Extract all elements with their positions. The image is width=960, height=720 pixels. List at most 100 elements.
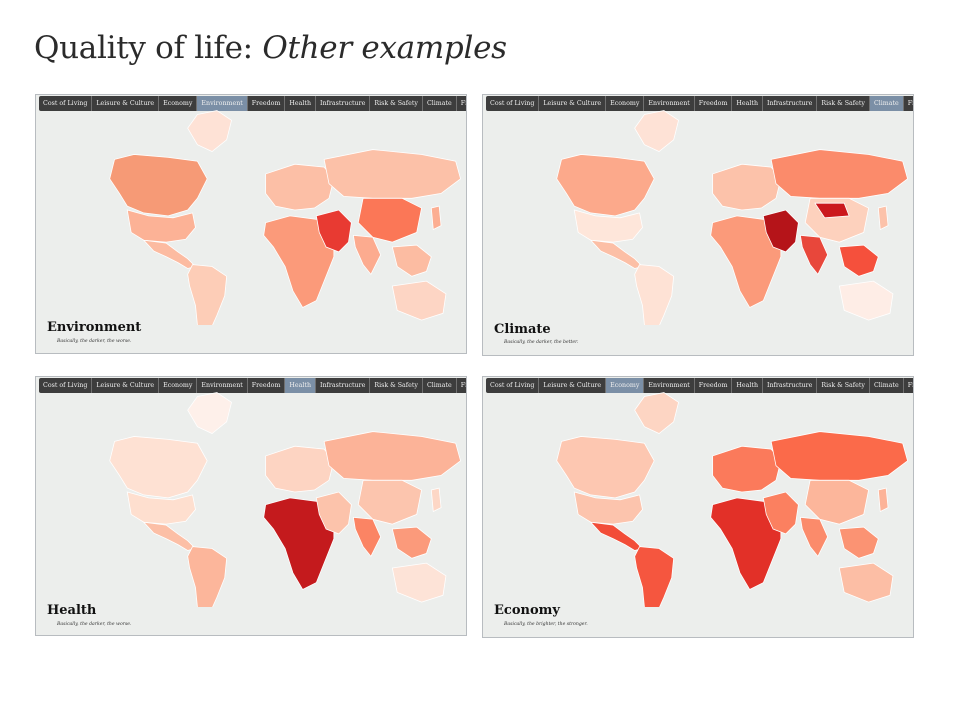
- region-gl[interactable]: [187, 392, 232, 434]
- region-au[interactable]: [391, 562, 447, 603]
- tab-economy[interactable]: Economy: [159, 378, 198, 393]
- region-na[interactable]: [556, 154, 655, 217]
- tab-cost-of-living[interactable]: Cost of Living: [486, 378, 540, 393]
- region-sea[interactable]: [391, 244, 432, 277]
- region-na[interactable]: [109, 154, 208, 217]
- region-me[interactable]: [315, 491, 352, 535]
- map-caption: Basically, the darker, the worse.: [57, 339, 132, 344]
- region-gl[interactable]: [634, 110, 679, 152]
- region-sa[interactable]: [634, 546, 675, 623]
- region-gl[interactable]: [187, 110, 232, 152]
- tab-health[interactable]: Health: [732, 378, 763, 393]
- tab-leisure-culture[interactable]: Leisure & Culture: [539, 378, 607, 393]
- region-jp[interactable]: [430, 205, 442, 231]
- region-ru[interactable]: [770, 431, 909, 481]
- tab-freedom[interactable]: Freedom: [695, 96, 733, 111]
- region-gl[interactable]: [634, 392, 679, 434]
- tab-health[interactable]: Health: [285, 96, 316, 111]
- tab-climate[interactable]: Climate: [423, 378, 457, 393]
- region-na[interactable]: [556, 436, 655, 499]
- region-in[interactable]: [799, 516, 829, 558]
- tab-final[interactable]: Final: [907, 382, 914, 389]
- region-me[interactable]: [762, 491, 799, 535]
- tab-cost-of-living[interactable]: Cost of Living: [486, 96, 540, 111]
- tab-leisure-culture[interactable]: Leisure & Culture: [92, 378, 160, 393]
- region-sea[interactable]: [391, 526, 432, 559]
- choropleth-svg: [109, 392, 462, 623]
- tab-freedom[interactable]: Freedom: [695, 378, 733, 393]
- region-sa[interactable]: [187, 546, 228, 623]
- tab-final[interactable]: Final: [907, 100, 914, 107]
- region-la[interactable]: [589, 521, 644, 551]
- region-in[interactable]: [352, 516, 382, 558]
- tab-freedom[interactable]: Freedom: [248, 378, 286, 393]
- region-us[interactable]: [573, 491, 643, 525]
- tab-infrastructure[interactable]: Infrastructure: [316, 378, 371, 393]
- region-la[interactable]: [142, 521, 197, 551]
- region-cn[interactable]: [804, 479, 870, 525]
- tab-climate[interactable]: Climate: [423, 96, 457, 111]
- region-us[interactable]: [126, 491, 196, 525]
- tab-economy[interactable]: Economy: [159, 96, 198, 111]
- tab-final[interactable]: Final: [460, 100, 467, 107]
- region-au[interactable]: [838, 562, 894, 603]
- region-jp[interactable]: [877, 487, 889, 513]
- region-au[interactable]: [391, 280, 447, 321]
- tab-environment[interactable]: Environment: [197, 96, 248, 111]
- tab-risk-safety[interactable]: Risk & Safety: [370, 96, 423, 111]
- category-tab-bar: Cost of Living Leisure & Culture Economy En…: [39, 378, 467, 393]
- region-ru[interactable]: [323, 149, 462, 199]
- region-eu[interactable]: [265, 445, 335, 493]
- tab-leisure-culture[interactable]: Leisure & Culture: [92, 96, 160, 111]
- region-cn[interactable]: [357, 479, 423, 525]
- region-ru[interactable]: [323, 431, 462, 481]
- region-jp[interactable]: [430, 487, 442, 513]
- region-la[interactable]: [142, 239, 197, 269]
- region-sa[interactable]: [187, 264, 228, 341]
- region-la[interactable]: [589, 239, 644, 269]
- tab-health[interactable]: Health: [285, 378, 316, 393]
- tab-cost-of-living[interactable]: Cost of Living: [39, 378, 93, 393]
- tab-risk-safety[interactable]: Risk & Safety: [817, 96, 870, 111]
- tab-risk-safety[interactable]: Risk & Safety: [817, 378, 870, 393]
- choropleth-svg: [556, 392, 909, 623]
- map-panel-climate: Cost of Living Leisure & Culture Economy En…: [482, 94, 914, 356]
- tab-infrastructure[interactable]: Infrastructure: [763, 96, 818, 111]
- region-jp[interactable]: [877, 205, 889, 231]
- tab-economy[interactable]: Economy: [606, 96, 645, 111]
- region-us[interactable]: [126, 209, 196, 243]
- tab-cost-of-living[interactable]: Cost of Living: [39, 96, 93, 111]
- region-in[interactable]: [799, 234, 829, 276]
- tab-economy[interactable]: Economy: [606, 378, 645, 393]
- tab-final[interactable]: Final: [460, 382, 467, 389]
- region-eu[interactable]: [712, 445, 782, 493]
- region-mn[interactable]: [814, 202, 850, 219]
- region-sea[interactable]: [838, 526, 879, 559]
- tab-climate[interactable]: Climate: [869, 96, 904, 111]
- tab-risk-safety[interactable]: Risk & Safety: [370, 378, 423, 393]
- tab-environment[interactable]: Environment: [197, 378, 248, 393]
- map-caption: Basically, the darker, the better.: [504, 340, 579, 345]
- region-na[interactable]: [109, 436, 208, 499]
- tab-leisure-culture[interactable]: Leisure & Culture: [539, 96, 607, 111]
- region-eu[interactable]: [712, 163, 782, 211]
- region-sa[interactable]: [634, 264, 675, 341]
- world-map: [483, 95, 913, 341]
- tab-infrastructure[interactable]: Infrastructure: [763, 378, 818, 393]
- region-cn[interactable]: [357, 197, 423, 243]
- region-au[interactable]: [838, 280, 894, 321]
- region-me[interactable]: [762, 209, 799, 253]
- tab-environment[interactable]: Environment: [644, 378, 695, 393]
- region-sea[interactable]: [838, 244, 879, 277]
- region-in[interactable]: [352, 234, 382, 276]
- tab-climate[interactable]: Climate: [870, 378, 904, 393]
- region-me[interactable]: [315, 209, 352, 253]
- region-us[interactable]: [573, 209, 643, 243]
- tab-freedom[interactable]: Freedom: [248, 96, 286, 111]
- map-title: Climate: [494, 322, 551, 337]
- region-eu[interactable]: [265, 163, 335, 211]
- tab-environment[interactable]: Environment: [644, 96, 695, 111]
- tab-health[interactable]: Health: [732, 96, 763, 111]
- region-ru[interactable]: [770, 149, 909, 199]
- tab-infrastructure[interactable]: Infrastructure: [316, 96, 371, 111]
